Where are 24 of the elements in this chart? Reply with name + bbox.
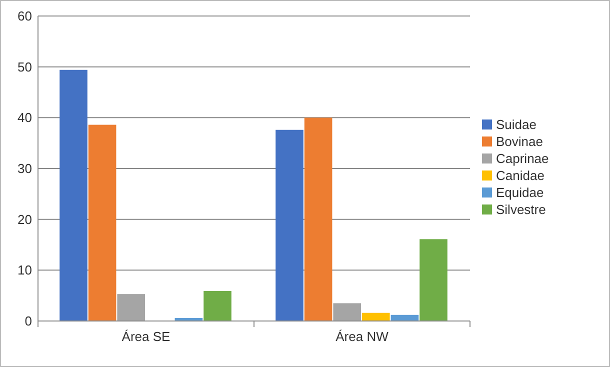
x-tick-label: Área NW (336, 329, 390, 344)
y-tick-label: 30 (18, 161, 32, 176)
bar (362, 312, 390, 321)
bar (204, 291, 232, 321)
y-tick-label: 60 (18, 8, 32, 24)
legend-label: Caprinae (496, 151, 549, 166)
legend-label: Bovinae (496, 134, 543, 150)
bar (88, 124, 116, 321)
bar (333, 303, 361, 321)
bar (276, 130, 304, 321)
legend-label: Canidae (496, 168, 544, 184)
bar (420, 239, 448, 321)
bar (117, 294, 145, 321)
legend-label: Silvestre (496, 202, 546, 218)
legend-label: Equidae (496, 185, 544, 200)
y-tick-label: 20 (18, 212, 32, 227)
y-tick-label: 50 (18, 59, 32, 74)
x-tick-label: Área SE (122, 329, 171, 344)
y-tick-label: 10 (18, 262, 32, 278)
y-tick-label: 40 (18, 110, 32, 126)
bar (60, 70, 88, 321)
legend-label: Suidae (496, 117, 536, 132)
bar (304, 118, 332, 321)
y-tick-label: 0 (24, 314, 32, 329)
